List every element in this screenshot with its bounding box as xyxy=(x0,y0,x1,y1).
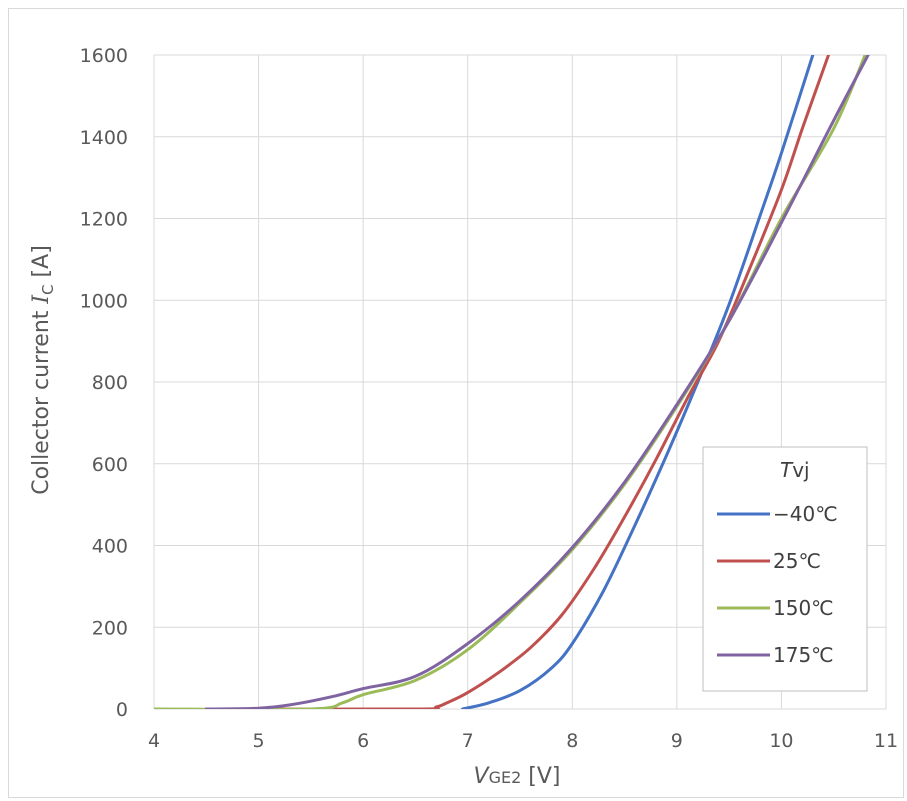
series-group xyxy=(154,55,870,709)
y-tick-label: 0 xyxy=(116,699,128,721)
y-axis-title-unit: [A] xyxy=(29,245,54,284)
y-tick-label: 1400 xyxy=(80,127,128,149)
x-tick-label: 9 xyxy=(671,730,683,752)
legend-label: 25℃ xyxy=(773,549,821,573)
y-axis-title-symbol: I xyxy=(29,294,54,305)
x-tick-label: 8 xyxy=(566,730,578,752)
y-tick-label: 200 xyxy=(92,617,128,639)
x-tick-label: 7 xyxy=(462,730,474,752)
y-tick-label: 1200 xyxy=(80,209,128,231)
series-line-1 xyxy=(461,55,815,709)
y-tick-label: 800 xyxy=(92,372,128,394)
series-line-4 xyxy=(204,55,870,709)
legend: Tvj −40℃ 25℃ 150℃ 175℃ xyxy=(702,446,868,692)
x-axis-title-sub: GE2 xyxy=(489,768,522,787)
x-tick-label: 5 xyxy=(253,730,265,752)
x-tick-label: 10 xyxy=(769,730,793,752)
legend-box xyxy=(702,446,868,692)
y-tick-labels: 0 200 400 600 800 1000 1200 1400 1600 xyxy=(80,45,128,721)
legend-label: 150℃ xyxy=(773,596,834,620)
legend-label: −40℃ xyxy=(773,502,838,526)
x-axis-title-unit: [V] xyxy=(521,764,560,789)
y-tick-label: 600 xyxy=(92,454,128,476)
x-tick-labels: 4 5 6 7 8 9 10 11 xyxy=(148,730,898,752)
series-line-2 xyxy=(204,55,830,709)
y-axis-title-main: Collector current xyxy=(29,304,54,495)
legend-items: −40℃ 25℃ 150℃ 175℃ xyxy=(717,502,838,667)
legend-label: 175℃ xyxy=(773,643,834,667)
legend-title: Tvj xyxy=(780,458,810,482)
x-axis-title-main: V xyxy=(474,764,491,789)
y-axis-title-sub: C xyxy=(39,284,57,294)
x-tick-label: 4 xyxy=(148,730,160,752)
y-tick-label: 1600 xyxy=(80,45,128,67)
y-tick-label: 1000 xyxy=(80,290,128,312)
y-axis-title: Collector current IC [A] xyxy=(29,245,57,495)
legend-title-rest: vj xyxy=(792,458,809,482)
x-axis-title: VGE2 [V] xyxy=(474,764,561,789)
x-tick-label: 6 xyxy=(357,730,369,752)
y-tick-label: 400 xyxy=(92,536,128,558)
legend-title-italic: T xyxy=(780,458,794,482)
gridlines xyxy=(153,54,887,710)
x-tick-label: 11 xyxy=(874,730,898,752)
